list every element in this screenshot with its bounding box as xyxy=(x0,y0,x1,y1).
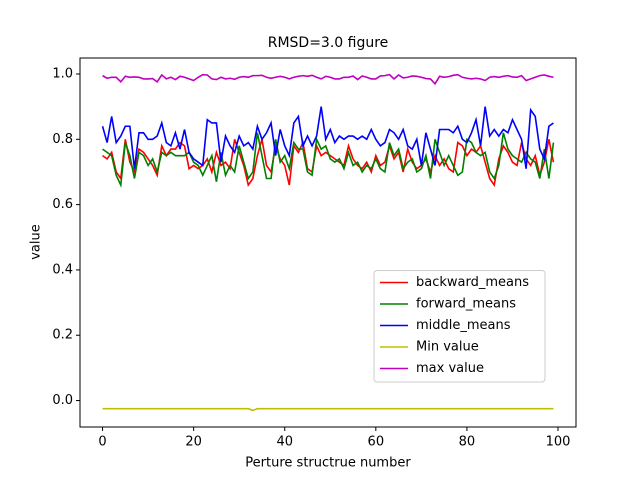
series-line xyxy=(101,106,554,169)
legend-box xyxy=(373,270,546,383)
legend-label: middle_means xyxy=(416,318,511,333)
x-axis-label: Perture structrue number xyxy=(245,456,411,471)
legend-label: forward_means xyxy=(416,297,516,312)
legend-label: Min value xyxy=(416,340,479,355)
legend-label: max value xyxy=(416,361,484,376)
chart-title: RMSD=3.0 figure xyxy=(268,35,389,51)
series-line xyxy=(102,407,554,412)
x-tick-label: 20 xyxy=(185,435,202,450)
y-tick-label: 0.6 xyxy=(52,197,73,212)
x-tick-label: 100 xyxy=(546,435,571,450)
x-tick-label: 80 xyxy=(459,435,476,450)
series-line xyxy=(102,73,554,86)
plot-frame xyxy=(79,57,577,428)
legend-label: backward_means xyxy=(416,275,529,290)
y-tick-label: 0.0 xyxy=(52,393,73,408)
y-tick-label: 0.2 xyxy=(52,328,73,343)
y-axis-label: value xyxy=(29,224,44,260)
y-tick-label: 0.8 xyxy=(52,132,73,147)
y-tick-label: 1.0 xyxy=(52,67,73,82)
x-tick-label: 60 xyxy=(368,435,385,450)
x-tick-label: 40 xyxy=(276,435,293,450)
series-line xyxy=(102,132,555,188)
x-tick-label: 0 xyxy=(98,435,106,450)
y-tick-label: 0.4 xyxy=(52,262,73,277)
